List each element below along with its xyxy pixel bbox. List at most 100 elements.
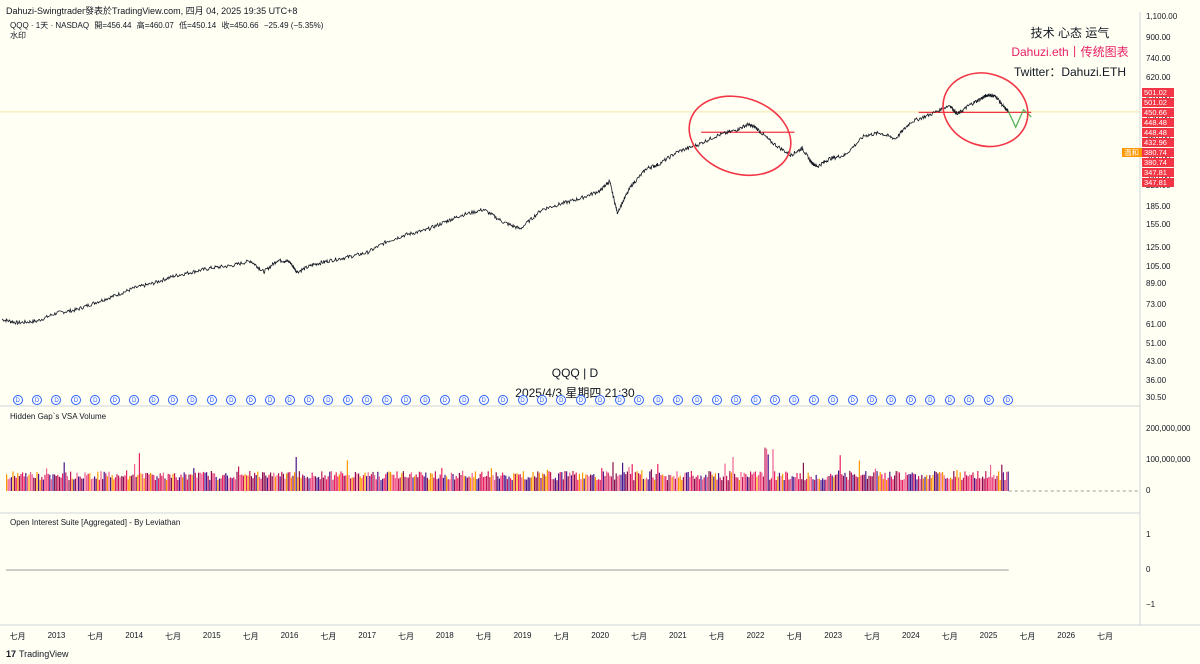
volume-bar: [122, 476, 124, 491]
volume-bar: [100, 471, 102, 491]
vsa-indicator-title[interactable]: Hidden Gap`s VSA Volume: [10, 412, 107, 421]
dividend-marker[interactable]: D: [148, 395, 159, 405]
time-axis-tick: 七月: [1097, 632, 1114, 641]
dividend-marker[interactable]: D: [595, 395, 606, 405]
volume-bar: [871, 476, 873, 491]
volume-bar: [206, 472, 208, 491]
dividend-marker[interactable]: D: [51, 395, 62, 405]
volume-bar: [345, 475, 347, 491]
dividend-marker[interactable]: D: [536, 395, 547, 405]
dividend-marker[interactable]: D: [420, 395, 431, 405]
dividend-marker[interactable]: D: [70, 395, 81, 405]
volume-bar: [410, 472, 412, 491]
dividend-marker[interactable]: D: [303, 395, 314, 405]
dividend-marker[interactable]: D: [1002, 395, 1013, 405]
volume-bar: [266, 477, 268, 491]
volume-bar: [874, 468, 876, 491]
volume-bar: [542, 473, 544, 491]
volume-bar: [378, 476, 380, 491]
dividend-marker[interactable]: D: [672, 395, 683, 405]
volume-bar: [76, 472, 78, 491]
dividend-marker[interactable]: D: [925, 395, 936, 405]
volume-bar: [158, 478, 160, 491]
dividend-marker[interactable]: D: [517, 395, 528, 405]
dividend-marker[interactable]: D: [265, 395, 276, 405]
volume-bar: [150, 473, 152, 491]
dividend-marker[interactable]: D: [828, 395, 839, 405]
dividend-marker[interactable]: D: [964, 395, 975, 405]
dividend-marker[interactable]: D: [983, 395, 994, 405]
dividend-marker[interactable]: D: [847, 395, 858, 405]
volume-bar: [836, 474, 838, 491]
volume-bar: [129, 476, 131, 491]
volume-bar: [511, 480, 513, 491]
dividend-marker[interactable]: D: [808, 395, 819, 405]
volume-bar: [108, 471, 110, 491]
price-tag: 347.81: [1142, 178, 1174, 187]
dividend-marker[interactable]: D: [498, 395, 509, 405]
volume-bar: [822, 478, 824, 491]
dividend-marker[interactable]: D: [187, 395, 198, 405]
volume-bar: [319, 479, 321, 491]
price-tag: 温和: [1122, 148, 1142, 157]
volume-bar: [121, 476, 123, 491]
dividend-marker[interactable]: D: [692, 395, 703, 405]
dividend-marker[interactable]: D: [362, 395, 373, 405]
dividend-marker[interactable]: D: [245, 395, 256, 405]
dividend-marker[interactable]: D: [381, 395, 392, 405]
dividend-marker[interactable]: D: [634, 395, 645, 405]
volume-bar: [271, 476, 273, 491]
dividend-marker[interactable]: D: [226, 395, 237, 405]
dividend-marker[interactable]: D: [556, 395, 567, 405]
volume-bar: [986, 478, 988, 491]
dividend-marker[interactable]: D: [401, 395, 411, 405]
volume-bar: [127, 479, 129, 491]
dividend-marker[interactable]: D: [439, 395, 450, 405]
dividend-marker[interactable]: D: [614, 395, 625, 405]
volume-bar: [743, 472, 745, 491]
dividend-marker[interactable]: D: [206, 395, 217, 405]
volume-bar: [318, 476, 320, 491]
oi-indicator-title[interactable]: Open Interest Suite [Aggregated] - By Le…: [10, 518, 181, 527]
volume-bar: [975, 478, 977, 491]
dividend-marker[interactable]: D: [12, 395, 23, 405]
dividend-marker[interactable]: D: [769, 395, 780, 405]
tradingview-footer[interactable]: 17 TradingView: [6, 649, 69, 659]
dividend-marker[interactable]: D: [32, 395, 43, 405]
dividend-marker[interactable]: D: [478, 395, 489, 405]
volume-bar: [850, 472, 852, 491]
dividend-marker[interactable]: D: [459, 395, 470, 405]
volume-bar: [476, 479, 478, 491]
legend-change: −25.49 (−5.35%): [263, 21, 324, 30]
dividend-marker[interactable]: D: [944, 395, 955, 405]
dividend-marker[interactable]: D: [167, 395, 178, 405]
volume-bar: [631, 464, 633, 491]
dividend-marker[interactable]: D: [905, 395, 916, 405]
dividend-marker[interactable]: D: [342, 395, 353, 405]
volume-bar: [828, 476, 830, 491]
dividend-marker[interactable]: D: [789, 395, 800, 405]
dividend-marker[interactable]: D: [750, 395, 761, 405]
dividend-marker[interactable]: D: [867, 395, 878, 405]
volume-bar: [350, 478, 352, 491]
volume-bar: [10, 477, 12, 491]
volume-bar: [751, 474, 753, 491]
volume-bar: [978, 478, 980, 491]
dividend-marker[interactable]: D: [109, 395, 120, 405]
dividend-marker[interactable]: D: [90, 395, 101, 405]
dividend-marker[interactable]: D: [653, 395, 664, 405]
volume-bar: [844, 472, 846, 491]
volume-bar: [359, 476, 361, 491]
dividend-marker[interactable]: D: [284, 395, 295, 405]
legend-symbol[interactable]: QQQ · 1天 · NASDAQ: [10, 21, 90, 30]
dividend-marker[interactable]: D: [731, 395, 742, 405]
volume-bar: [762, 476, 764, 491]
volume-bar: [486, 476, 488, 491]
dividend-marker[interactable]: D: [323, 395, 334, 405]
volume-bar: [146, 473, 148, 491]
dividend-marker[interactable]: D: [575, 395, 586, 405]
dividend-marker[interactable]: D: [129, 395, 140, 405]
dividend-marker[interactable]: D: [886, 395, 897, 405]
dividend-marker[interactable]: D: [711, 395, 722, 405]
